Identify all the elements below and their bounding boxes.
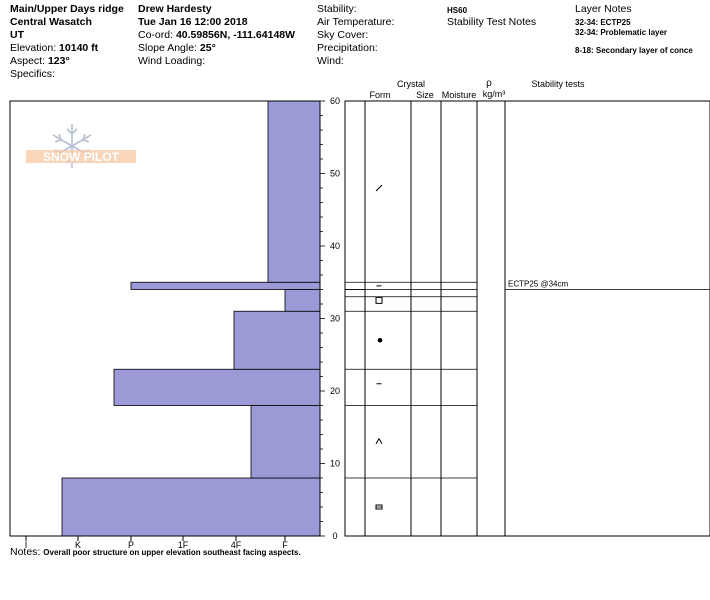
wind-loading-label: Wind Loading: (138, 55, 206, 67)
range-name: Central Wasatch (10, 16, 92, 28)
layer-note: 32-34: ECTP25 (575, 18, 631, 27)
density-unit: kg/m³ (483, 89, 506, 99)
depth-tick-label: 30 (330, 314, 340, 324)
hardness-bar (250, 405, 321, 479)
logo-text: SNOW PILOT (43, 150, 120, 164)
elevation-value: 10140 ft (59, 42, 99, 54)
aspect-value: 123° (47, 55, 70, 67)
size-header: Size (416, 90, 434, 100)
notes-label: Notes: (10, 546, 41, 558)
sky-cover-label: Sky Cover: (317, 29, 369, 41)
hardness-bar (267, 100, 321, 283)
depth-tick-label: 0 (332, 531, 337, 541)
elevation-label: Elevation: (10, 42, 57, 54)
depth-tick-label: 10 (330, 459, 340, 469)
crystal-header: Crystal (397, 79, 425, 89)
hardness-tick-label: 4F (231, 540, 242, 550)
grain-symbol-rounded (377, 337, 383, 343)
air-temp-label: Air Temperature: (317, 16, 395, 28)
notes-field: Notes: Overall poor structure on upper e… (10, 546, 301, 559)
hardness-tick-label: K (75, 540, 81, 550)
stability-label: Stability: (317, 3, 357, 15)
hardness-axis: I K P 1F 4F F (25, 536, 288, 550)
test-result-label: ECTP25 @34cm (508, 280, 568, 289)
depth-tick-label: 20 (330, 386, 340, 396)
depth-tick-label: 40 (330, 241, 340, 251)
form-header: Form (370, 90, 391, 100)
density-symbol: ρ (486, 78, 492, 89)
depth-axis: 0 10 20 30 40 50 60 (320, 96, 340, 541)
snow-pilot-logo: SNOW PILOT (26, 124, 136, 168)
notes-text: Overall poor structure on upper elevatio… (43, 548, 301, 557)
stability-test-lines: ECTP25 @34cm (345, 280, 710, 290)
specifics-label: Specifics: (10, 68, 55, 80)
slope-field: Slope Angle: 25° (138, 42, 216, 54)
coord-value: 40.59856N, -111.64148W (175, 29, 296, 41)
coord-field: Co-ord: 40.59856N, -111.64148W (138, 29, 295, 41)
precip-label: Precipitation: (317, 42, 378, 54)
slope-label: Slope Angle: (138, 42, 197, 54)
layer-notes-title: Layer Notes (575, 3, 632, 15)
aspect-field: Aspect: 123° (10, 55, 70, 67)
grain-forms (375, 184, 383, 510)
slope-value: 25° (199, 42, 216, 54)
hardness-tick-label: 1F (178, 540, 189, 550)
elevation-field: Elevation: 10140 ft (10, 42, 98, 54)
hardness-bar (233, 310, 321, 370)
stability-tests-header: Stability tests (531, 79, 585, 89)
hardness-tick-label: P (128, 540, 134, 550)
hardness-bar (284, 289, 321, 312)
wind-label: Wind: (317, 55, 344, 67)
layer-table-frame (344, 100, 710, 537)
depth-tick-label: 50 (330, 169, 340, 179)
stability-test-notes-label: Stability Test Notes (447, 16, 537, 28)
state-name: UT (10, 29, 24, 41)
location-name: Main/Upper Days ridge (10, 3, 124, 15)
hardness-tick-label: F (282, 540, 288, 550)
moisture-header: Moisture (442, 90, 477, 100)
hardness-bar (61, 477, 321, 537)
aspect-label: Aspect: (10, 55, 46, 67)
depth-tick-label: 60 (330, 96, 340, 106)
layer-note: 8-18: Secondary layer of conce (575, 46, 693, 55)
grain-symbol-depth-hoar (375, 437, 383, 445)
hardness-tick-label: I (25, 540, 28, 550)
hardness-bar (113, 368, 321, 406)
observer-name: Drew Hardesty (138, 3, 212, 15)
coord-label: Co-ord: (138, 29, 174, 41)
grain-symbol-faceted (375, 296, 383, 304)
hardness-bar (130, 281, 321, 290)
hs-value: HS60 (447, 6, 468, 15)
grain-symbol-decomposing (375, 184, 383, 192)
hardness-bars (61, 100, 321, 537)
layer-note: 32-34: Problematic layer (575, 28, 668, 37)
observation-datetime: Tue Jan 16 12:00 2018 (138, 16, 248, 28)
